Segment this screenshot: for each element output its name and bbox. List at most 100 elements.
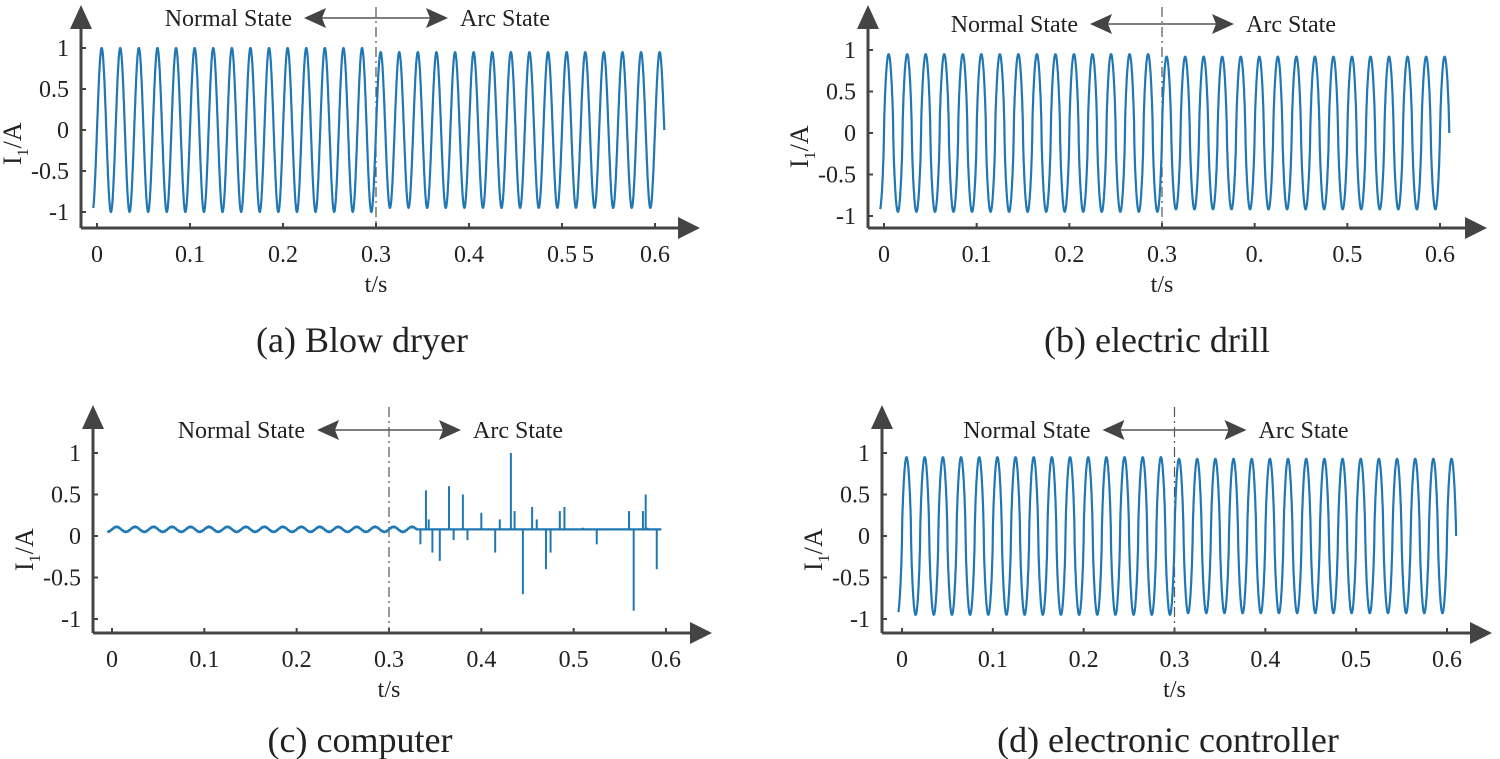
x-tick-label: 0.4	[466, 647, 496, 673]
y-label-main: I	[785, 159, 814, 168]
panel-a: 0 0.1 0.2 0.3 0.4 0.5 0.65-1-0.500.51t/sI1/ANo…	[0, 5, 700, 360]
x-axis-arrow-icon	[690, 622, 712, 644]
x-tick-label: 0.5	[547, 242, 577, 268]
y-label-main: I	[0, 156, 27, 165]
left-arrowhead-icon	[317, 420, 339, 440]
y-label-subscript: 1	[27, 554, 44, 562]
x-tick-label: 0.3	[361, 242, 391, 268]
right-arrowhead-icon	[426, 8, 448, 28]
right-arrowhead-icon	[1212, 14, 1234, 34]
y-axis-label: I1/A	[785, 125, 819, 168]
x-tick-label: 0.6	[1432, 647, 1462, 673]
y-tick-label: 0	[69, 524, 81, 550]
x-tick-label: 0.1	[175, 242, 205, 268]
right-arrowhead-icon	[439, 420, 461, 440]
x-tick-label: 0.2	[1069, 647, 1099, 673]
x-tick-label: 0.	[1246, 242, 1264, 268]
x-axis-label: t/s	[1163, 677, 1186, 703]
y-tick-label: -1	[61, 607, 81, 633]
y-tick-label: 0.5	[39, 77, 69, 103]
x-tick-label: 0.1	[189, 647, 219, 673]
x-axis-label: t/s	[1151, 272, 1174, 298]
current-waveform	[879, 53, 1451, 213]
y-label-subscript: 1	[802, 151, 819, 159]
y-tick-label: 0.5	[826, 80, 856, 106]
y-axis-arrow-icon	[82, 405, 104, 429]
y-tick-label: 0	[858, 524, 870, 550]
y-tick-label: 1	[858, 441, 870, 467]
y-tick-label: 1	[69, 441, 81, 467]
x-axis-label: t/s	[378, 677, 401, 703]
x-tick-label: 0.2	[268, 242, 298, 268]
arc-state-label: Arc State	[1259, 418, 1349, 444]
y-tick-label: 1	[844, 38, 856, 64]
y-tick-label: 0.5	[840, 483, 870, 509]
y-tick-label: 1	[57, 36, 69, 62]
arc-state-label: Arc State	[473, 418, 563, 444]
x-tick-label: 0.6	[1425, 242, 1455, 268]
panel-caption: (c) computer	[268, 720, 453, 759]
panel-caption: (d) electronic controller	[997, 720, 1339, 759]
y-label-unit: /A	[785, 125, 814, 151]
y-label-main: I	[10, 562, 39, 571]
y-label-unit: /A	[10, 528, 39, 554]
arc-state-label: Arc State	[1246, 12, 1336, 38]
x-tick-label: 0.3	[1147, 242, 1177, 268]
x-tick-label: 0.6	[640, 242, 670, 268]
current-waveform	[106, 525, 663, 534]
x-tick-label: 0.2	[1054, 242, 1084, 268]
x-tick-label: 0.5	[1332, 242, 1362, 268]
x-tick-label: 0.2	[282, 647, 312, 673]
y-label-unit: /A	[0, 122, 27, 148]
x-tick-label: 0.5	[1341, 647, 1371, 673]
x-tick-label: 0.4	[454, 242, 484, 268]
y-tick-label: -0.5	[43, 566, 81, 592]
x-axis-arrow-icon	[678, 217, 700, 239]
y-tick-label: -0.5	[31, 159, 69, 185]
y-tick-label: 0.5	[51, 483, 81, 509]
x-axis-arrow-icon	[1465, 217, 1487, 239]
y-tick-label: 0	[57, 118, 69, 144]
right-arrowhead-icon	[1224, 420, 1247, 440]
y-tick-label: 0	[844, 121, 856, 147]
normal-state-label: Normal State	[178, 418, 305, 444]
current-waveform	[92, 46, 666, 214]
y-label-unit: /A	[799, 528, 828, 554]
x-tick-label: 0.1	[978, 647, 1008, 673]
y-tick-label: -1	[49, 200, 69, 226]
x-tick-label: 0.3	[1160, 647, 1190, 673]
x-tick-label: 0.3	[374, 647, 404, 673]
left-arrowhead-icon	[304, 8, 326, 28]
x-tick-label: 0	[896, 647, 908, 673]
x-tick-label: 0.5	[559, 647, 589, 673]
y-label-main: I	[799, 562, 828, 571]
y-axis-label: I1/A	[10, 528, 44, 571]
normal-state-label: Normal State	[963, 418, 1090, 444]
y-tick-label: -1	[850, 607, 870, 633]
arc-state-label: Arc State	[460, 6, 550, 32]
x-tick-label: 0.4	[1250, 647, 1280, 673]
current-waveform	[897, 456, 1458, 616]
panel-b: 0 0.1 0.2 0.3 0. 0.5 0.6-1-0.500.51t/sI1/ANorm…	[785, 5, 1487, 360]
y-axis-label: I1/A	[799, 528, 833, 571]
normal-state-label: Normal State	[165, 6, 292, 32]
y-label-subscript: 1	[15, 148, 32, 156]
panel-caption: (b) electric drill	[1044, 320, 1270, 360]
y-axis-arrow-icon	[70, 5, 92, 29]
y-axis-arrow-icon	[871, 405, 893, 429]
x-tick-label: 0	[91, 242, 103, 268]
y-axis-label: I1/A	[0, 122, 32, 165]
normal-state-label: Normal State	[951, 12, 1078, 38]
x-axis-label: t/s	[365, 272, 388, 298]
overlay-digit: 5	[582, 242, 594, 268]
panel-d: 0 0.1 0.2 0.3 0.4 0.5 0.6 -1 -0.5 0 0.5 1 t/s I1/A Nor…	[799, 405, 1492, 759]
panel-c: 0 0.1 0.2 0.3 0.4 0.5 0.6-1-0.500.51t/sI1/ANor…	[10, 405, 712, 759]
x-axis-arrow-icon	[1470, 622, 1492, 644]
panel-caption: (a) Blow dryer	[256, 320, 468, 360]
left-arrowhead-icon	[1102, 420, 1125, 440]
x-tick-label: 0	[878, 242, 890, 268]
x-tick-label: 0.1	[962, 242, 992, 268]
x-tick-label: 0.6	[651, 647, 681, 673]
y-tick-label: -1	[836, 204, 856, 230]
y-tick-label: -0.5	[832, 566, 870, 592]
